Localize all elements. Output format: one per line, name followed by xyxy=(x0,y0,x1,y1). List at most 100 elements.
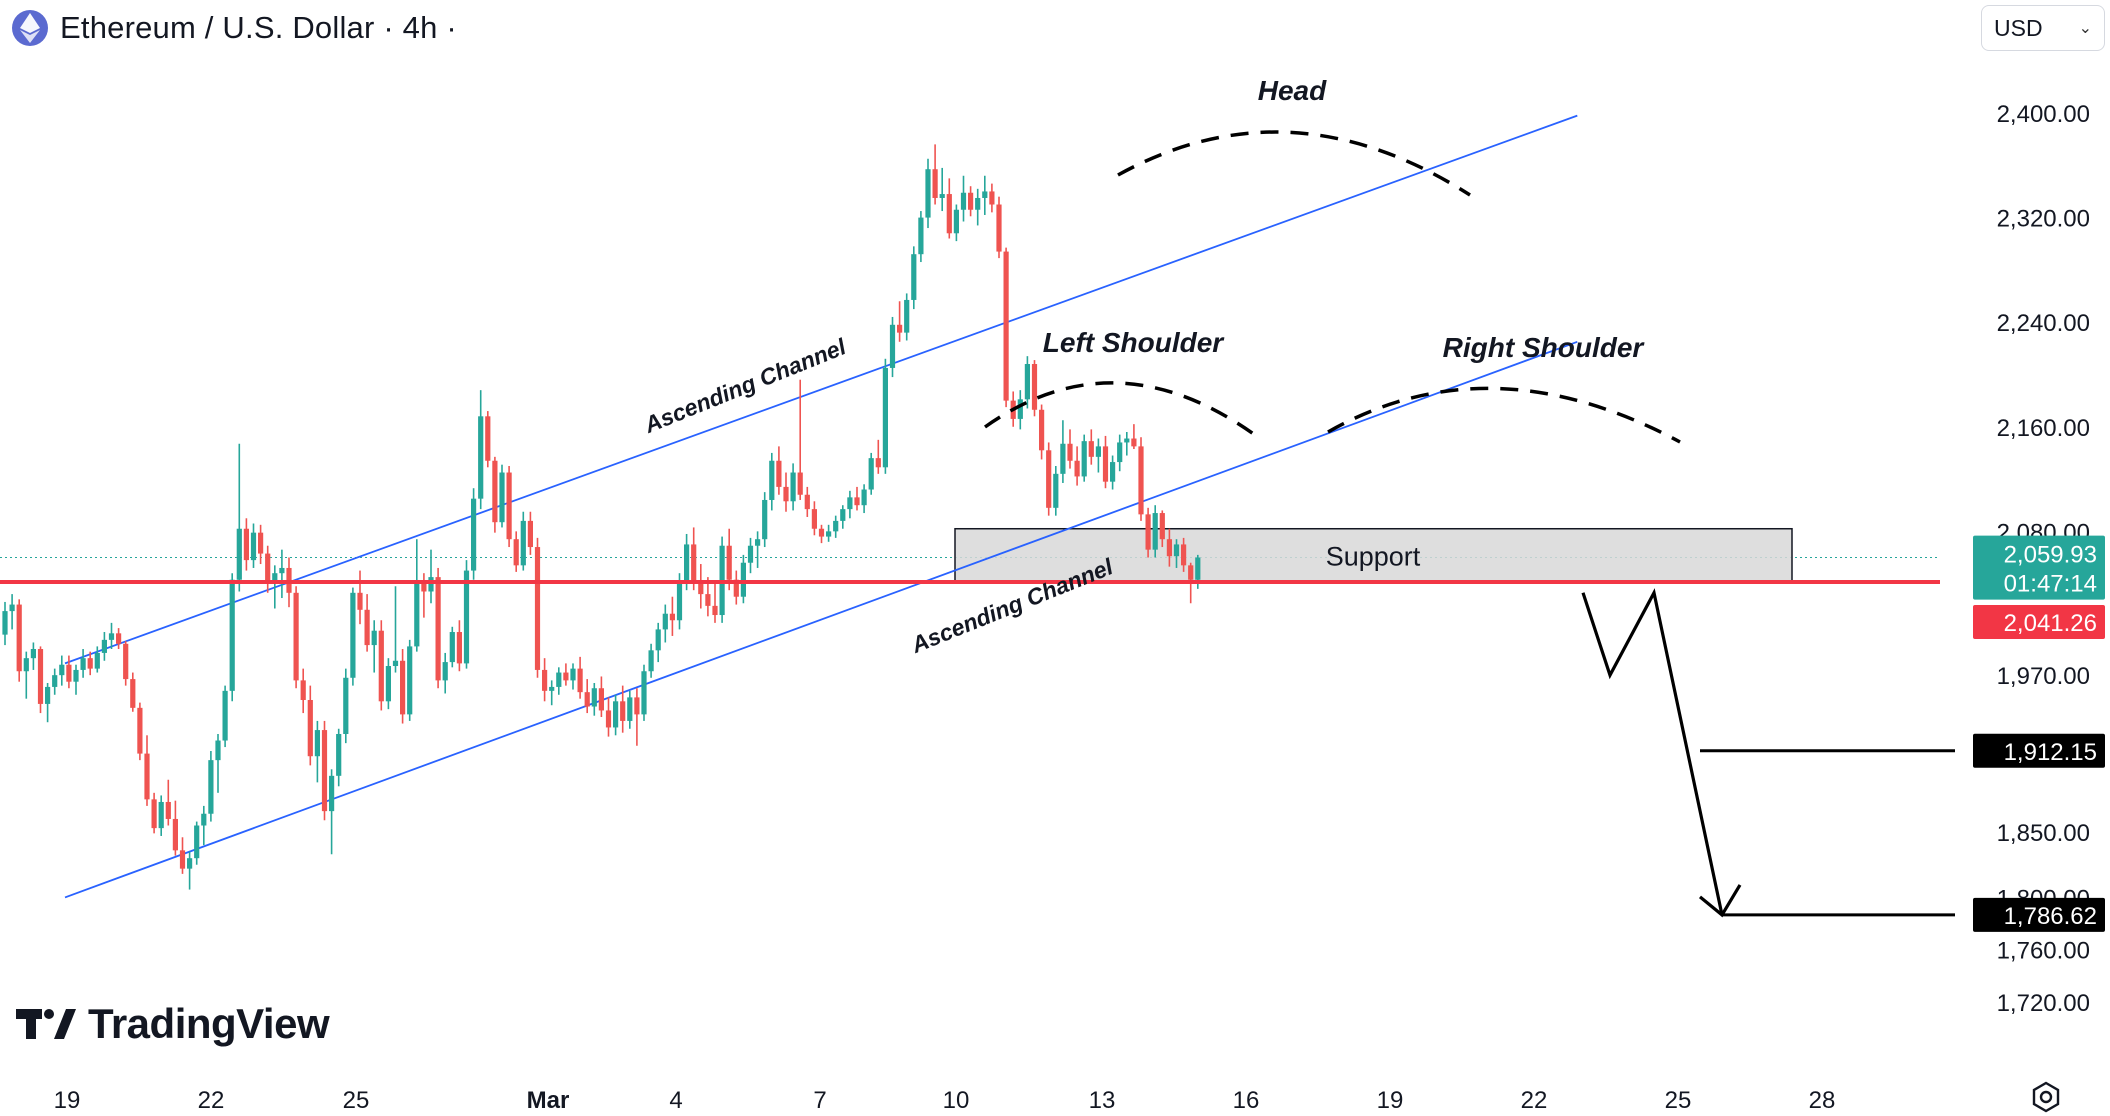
candle xyxy=(776,446,782,495)
candle xyxy=(272,565,278,609)
candle xyxy=(939,167,945,212)
candle xyxy=(975,188,981,226)
candle xyxy=(613,694,619,736)
candle xyxy=(378,620,384,711)
candle xyxy=(300,668,306,714)
candle-body xyxy=(208,760,214,814)
candle-body xyxy=(854,497,860,506)
settings-gear-icon[interactable] xyxy=(2030,1081,2062,1113)
candle-body xyxy=(30,649,36,659)
candle-body xyxy=(634,697,640,715)
time-axis[interactable]: 19 22 25 Mar 4 7 10 13 16 19 22 25 28 xyxy=(54,1087,1836,1114)
candle-body xyxy=(407,646,413,715)
candle xyxy=(726,528,732,591)
candle-body xyxy=(684,544,690,583)
right-shoulder-label: Right Shoulder xyxy=(1443,332,1646,363)
candle xyxy=(648,643,654,678)
time-tick-label: 16 xyxy=(1233,1087,1260,1114)
candle-body xyxy=(925,169,931,218)
candle-body xyxy=(336,733,342,776)
candle-body xyxy=(471,498,477,571)
candle xyxy=(45,683,51,723)
candle xyxy=(620,685,626,733)
candle xyxy=(279,549,285,599)
support-zone: Support xyxy=(954,527,1793,583)
candle xyxy=(811,501,817,536)
time-tick-label: 4 xyxy=(669,1087,682,1114)
tradingview-logo[interactable]: TradingView xyxy=(16,1000,330,1048)
head-label: Head xyxy=(1258,75,1327,106)
right-shoulder-arc xyxy=(1327,386,1681,444)
candle xyxy=(946,178,952,239)
candle-body xyxy=(52,675,58,687)
candle-body xyxy=(485,416,491,461)
candle xyxy=(982,175,988,215)
candle xyxy=(73,664,79,695)
candle xyxy=(861,484,867,514)
candle xyxy=(556,667,562,695)
candle-body xyxy=(478,416,484,499)
candle-body xyxy=(66,664,72,682)
time-tick-label: 22 xyxy=(198,1087,225,1114)
candle-body xyxy=(151,799,157,829)
candle-body xyxy=(911,254,917,300)
candle-body xyxy=(1046,450,1052,508)
candle-body xyxy=(861,489,867,506)
candle-body xyxy=(1053,473,1059,508)
candle-body xyxy=(1074,460,1080,477)
candle-body xyxy=(80,658,86,670)
candle-body xyxy=(258,532,264,554)
symbol-title: Ethereum / U.S. Dollar · 4h · xyxy=(60,10,457,45)
candle-body xyxy=(371,630,377,646)
price-tick-label: 2,240.00 xyxy=(1997,310,2090,337)
time-tick-label: 25 xyxy=(1665,1087,1692,1114)
candle xyxy=(385,658,391,710)
candle xyxy=(549,680,555,706)
chevron-down-icon: ⌄ xyxy=(2078,20,2092,37)
candle-body xyxy=(662,613,668,630)
candle xyxy=(918,211,924,263)
candle-body xyxy=(648,650,654,672)
candle xyxy=(1138,437,1144,521)
candle xyxy=(527,511,533,555)
candle-body xyxy=(577,668,583,693)
candle-body xyxy=(918,217,924,255)
candle-body xyxy=(584,692,590,707)
candle xyxy=(818,524,825,544)
candle-body xyxy=(520,520,526,566)
candle xyxy=(662,604,668,643)
candle xyxy=(520,511,526,571)
symbol-header[interactable]: Ethereum / U.S. Dollar · 4h · xyxy=(12,6,457,50)
candle-body xyxy=(897,324,903,333)
candle xyxy=(605,697,612,737)
candle xyxy=(144,735,150,806)
candle-body xyxy=(563,672,569,681)
candle-body xyxy=(747,545,754,563)
candle-body xyxy=(996,204,1002,252)
candle-body xyxy=(492,460,498,523)
candle-body xyxy=(783,486,789,502)
candle-body xyxy=(87,658,93,669)
candle xyxy=(449,626,455,668)
candle xyxy=(1053,465,1059,516)
candle xyxy=(1110,455,1116,490)
candle xyxy=(414,539,420,652)
candle-body xyxy=(94,652,100,669)
candle-body xyxy=(613,701,619,728)
candle xyxy=(215,733,221,793)
candle-body xyxy=(1102,446,1109,482)
candle xyxy=(584,679,590,714)
candle xyxy=(250,523,257,568)
time-tick-label: 19 xyxy=(1377,1087,1404,1114)
candle xyxy=(137,702,143,761)
candle xyxy=(151,792,157,834)
candle-body xyxy=(449,632,455,663)
candle-body xyxy=(130,679,136,708)
candle-body xyxy=(953,209,959,234)
currency-select[interactable]: USD ⌄ xyxy=(1981,5,2105,51)
candle xyxy=(343,668,349,744)
candle-body xyxy=(960,192,967,210)
candle xyxy=(854,486,860,511)
candle xyxy=(357,570,363,625)
